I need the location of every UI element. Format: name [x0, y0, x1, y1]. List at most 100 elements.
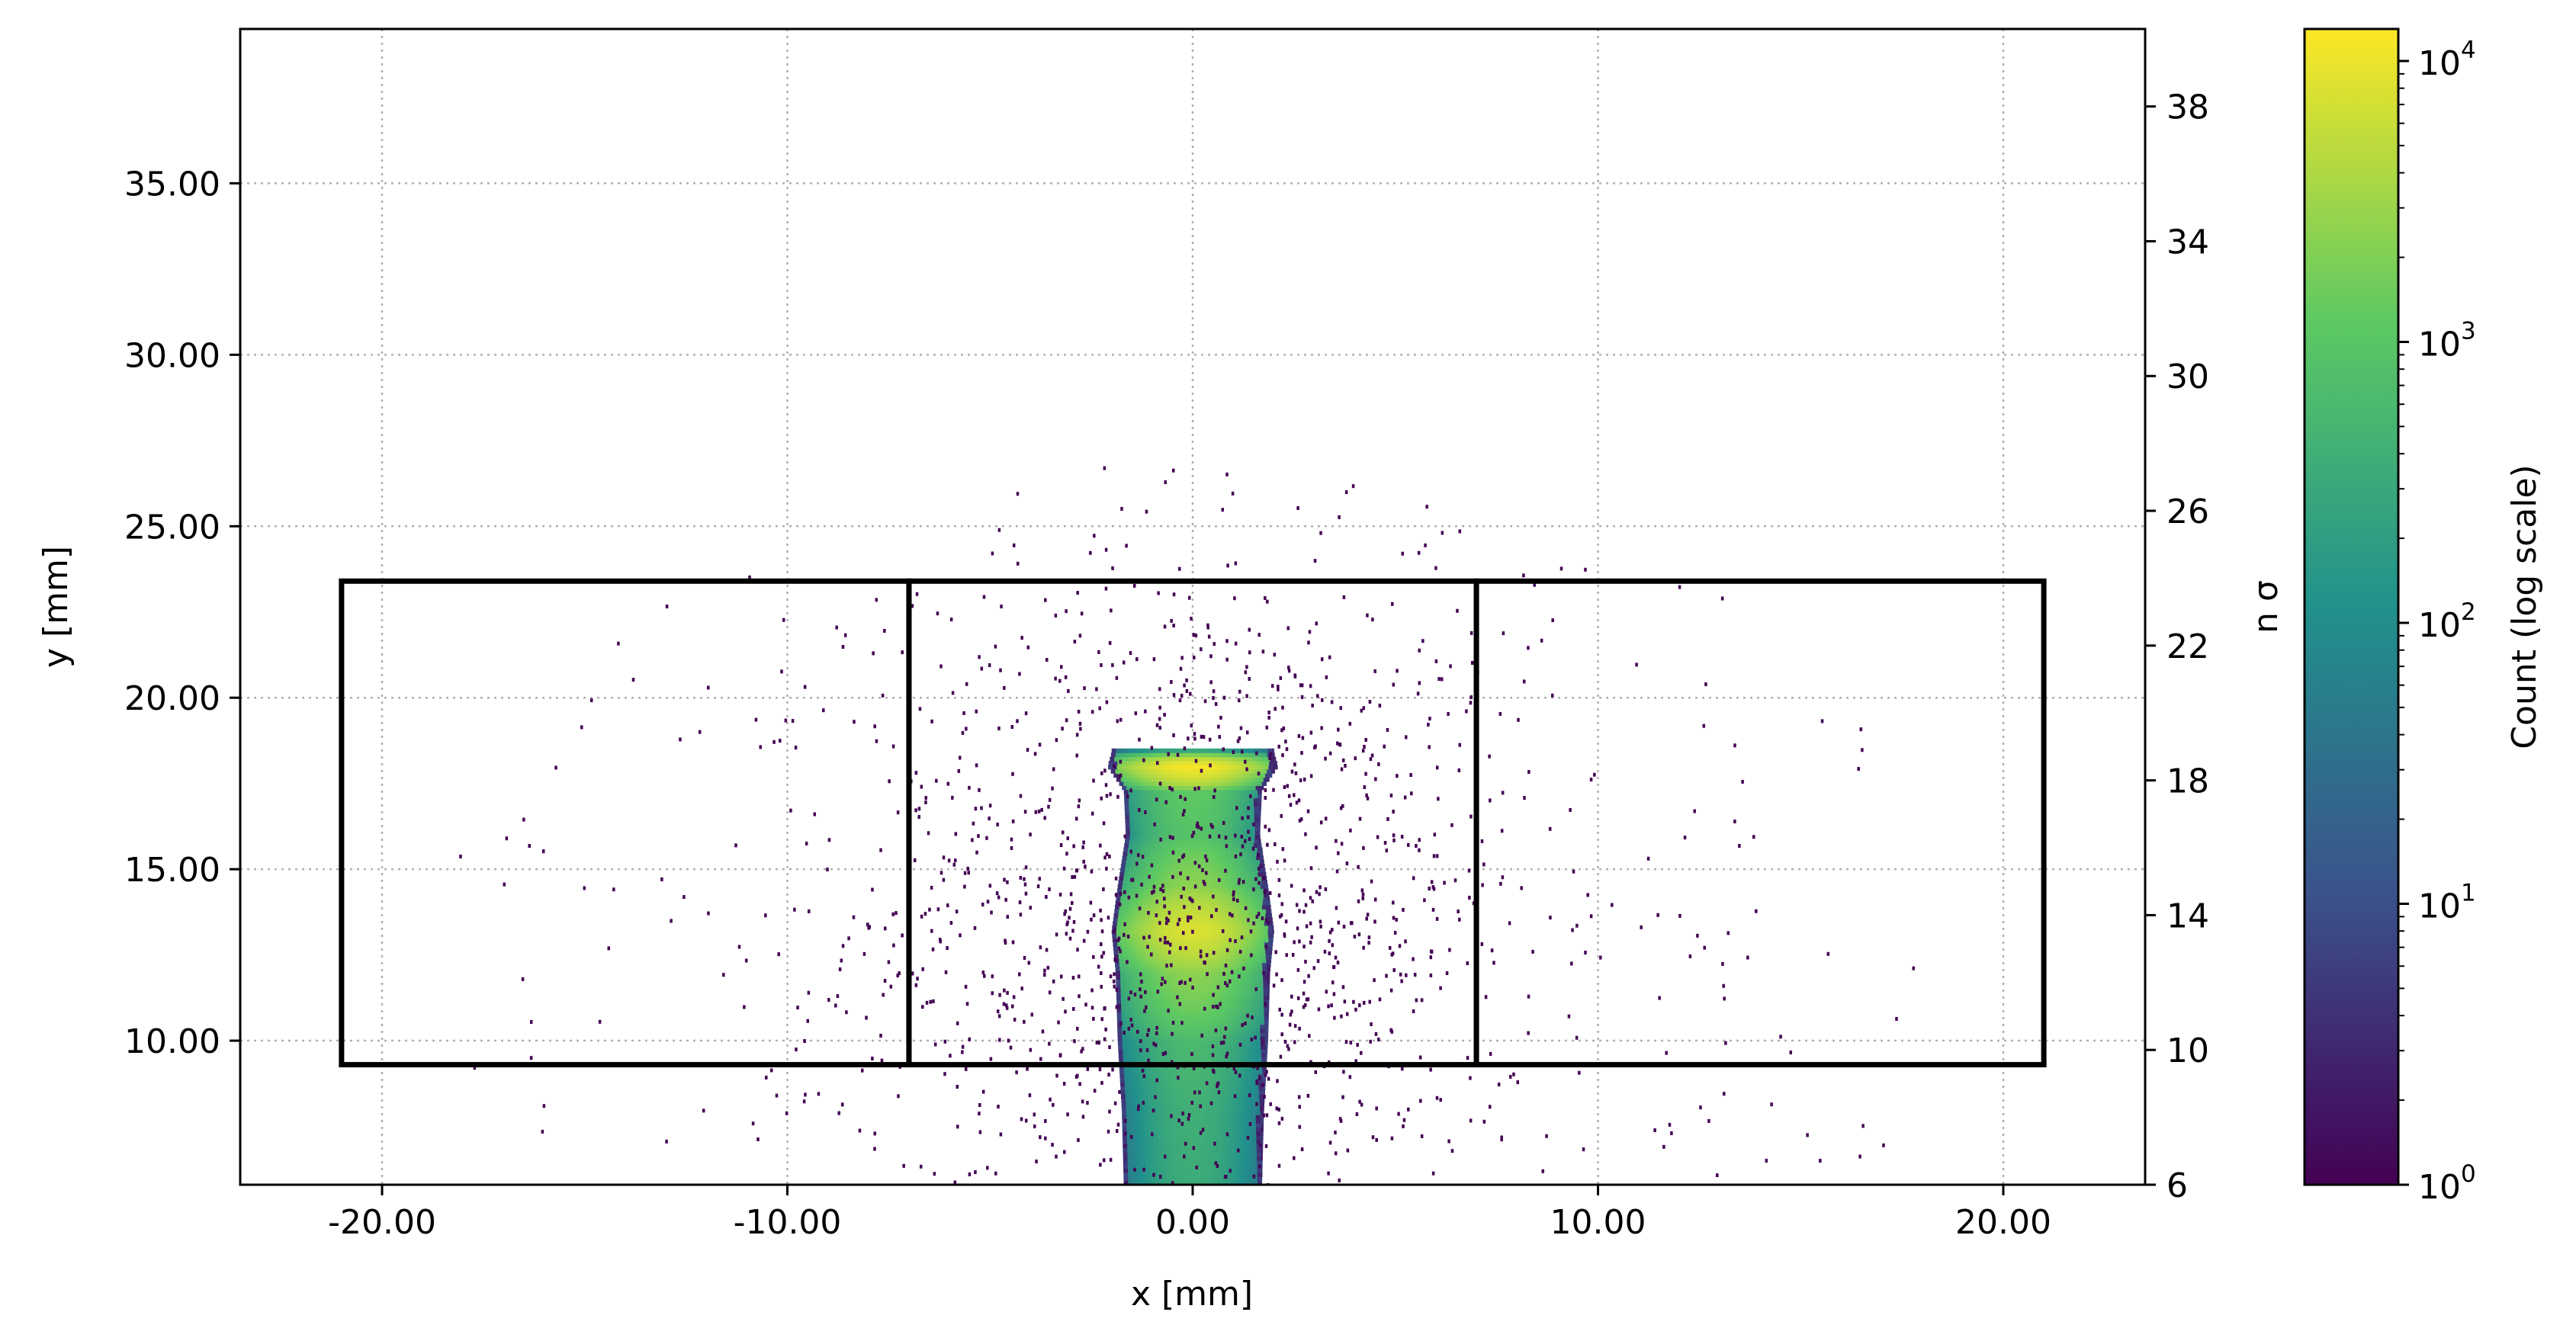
halo-point	[1203, 961, 1206, 964]
halo-point	[1218, 835, 1221, 839]
heatmap-cell	[1158, 1123, 1162, 1128]
halo-point	[1412, 958, 1415, 961]
halo-point	[1770, 1102, 1773, 1106]
halo-point	[1418, 838, 1421, 842]
heatmap-cell	[1235, 1057, 1239, 1062]
heatmap-cell	[1123, 1176, 1128, 1181]
halo-point	[1531, 950, 1534, 954]
heatmap-cell	[1180, 938, 1184, 942]
heatmap-cell	[1270, 946, 1273, 951]
heatmap-cell	[1244, 847, 1248, 852]
halo-point	[996, 891, 999, 895]
heatmap-cell	[1182, 872, 1187, 877]
heatmap-cell	[1145, 1119, 1149, 1124]
heatmap-cell	[1148, 987, 1152, 992]
heatmap-cell	[1207, 1037, 1212, 1041]
halo-point	[1283, 858, 1286, 862]
heatmap-cell	[1147, 901, 1151, 906]
halo-point	[1047, 805, 1050, 809]
heatmap-cell	[1260, 785, 1264, 790]
heatmap-cell	[1233, 761, 1238, 765]
halo-point	[1283, 932, 1286, 936]
halo-point	[1116, 988, 1119, 992]
heatmap-cell	[1203, 946, 1207, 951]
heatmap-cell	[1209, 979, 1214, 983]
heatmap-cell	[1205, 752, 1209, 757]
heatmap-cell	[1193, 922, 1197, 926]
heatmap-cell	[1240, 962, 1245, 967]
heatmap-cell	[1186, 757, 1190, 762]
heatmap-cell	[1223, 864, 1228, 868]
halo-point	[1109, 641, 1112, 645]
heatmap-cell	[1216, 922, 1220, 926]
heatmap-cell	[1167, 1041, 1171, 1045]
halo-point	[897, 810, 900, 814]
heatmap-cell	[1152, 938, 1157, 942]
heatmap-cell	[1201, 778, 1206, 782]
heatmap-cell	[1255, 1003, 1260, 1008]
heatmap-cell	[1190, 1160, 1195, 1165]
heatmap-cell	[1170, 893, 1174, 897]
heatmap-cell	[1247, 1020, 1251, 1025]
halo-point	[1133, 584, 1136, 588]
heatmap-cell	[1188, 1008, 1193, 1012]
halo-point	[1286, 784, 1290, 788]
halo-point	[958, 769, 961, 773]
halo-point	[1232, 750, 1235, 754]
heatmap-cell	[1147, 814, 1151, 819]
heatmap-cell	[1221, 757, 1225, 762]
halo-point	[1430, 974, 1433, 977]
halo-point	[1269, 1102, 1272, 1106]
heatmap-cell	[1145, 917, 1149, 922]
heatmap-cell	[1210, 1094, 1215, 1099]
heatmap-cell	[1193, 1037, 1198, 1041]
heatmap-cell	[1260, 831, 1261, 836]
halo-point	[1129, 651, 1132, 655]
halo-point	[1105, 548, 1108, 552]
heatmap-cell	[1137, 958, 1142, 963]
halo-point	[1170, 680, 1173, 684]
heatmap-cell	[1235, 962, 1240, 967]
heatmap-cell	[1177, 962, 1182, 967]
halo-point	[1194, 861, 1197, 865]
halo-point	[998, 1014, 1001, 1018]
heatmap-cell	[1201, 814, 1206, 819]
heatmap-cell	[1215, 893, 1219, 897]
heatmap-cell	[1134, 749, 1139, 753]
heatmap-cell	[1130, 831, 1135, 836]
halo-point	[1363, 706, 1366, 710]
halo-point	[1294, 1024, 1297, 1028]
heatmap-cell	[1183, 970, 1187, 975]
heatmap-cell	[1194, 913, 1199, 918]
heatmap-cell	[1140, 946, 1145, 951]
halo-point	[916, 977, 919, 980]
heatmap-cell	[1165, 864, 1170, 868]
heatmap-cell	[1213, 901, 1218, 906]
halo-point	[1418, 681, 1421, 685]
heatmap-cell	[1233, 1032, 1238, 1037]
heatmap-cell	[1243, 1049, 1248, 1054]
halo-point	[1113, 764, 1116, 768]
heatmap-cell	[1200, 1082, 1205, 1086]
heatmap-cell	[1203, 773, 1207, 778]
heatmap-cell	[1237, 1003, 1241, 1008]
halo-point	[1065, 718, 1068, 722]
heatmap-cell	[1162, 785, 1167, 790]
heatmap-cell	[1120, 868, 1125, 872]
heatmap-cell	[1125, 839, 1129, 844]
heatmap-cell	[1196, 835, 1201, 839]
heatmap-cell	[1121, 1099, 1126, 1103]
halo-point	[1177, 753, 1180, 757]
heatmap-cell	[1141, 1152, 1145, 1157]
halo-point	[1057, 1021, 1060, 1025]
halo-point	[875, 739, 878, 743]
halo-point	[1193, 656, 1196, 659]
heatmap-cell	[1196, 929, 1201, 934]
halo-point	[1037, 884, 1040, 888]
heatmap-cell	[1148, 823, 1152, 827]
heatmap-cell	[1230, 1144, 1235, 1148]
heatmap-cell	[1157, 926, 1161, 930]
heatmap-cell	[1154, 1135, 1158, 1140]
heatmap-cell	[1115, 962, 1119, 967]
halo-point	[1173, 693, 1176, 697]
